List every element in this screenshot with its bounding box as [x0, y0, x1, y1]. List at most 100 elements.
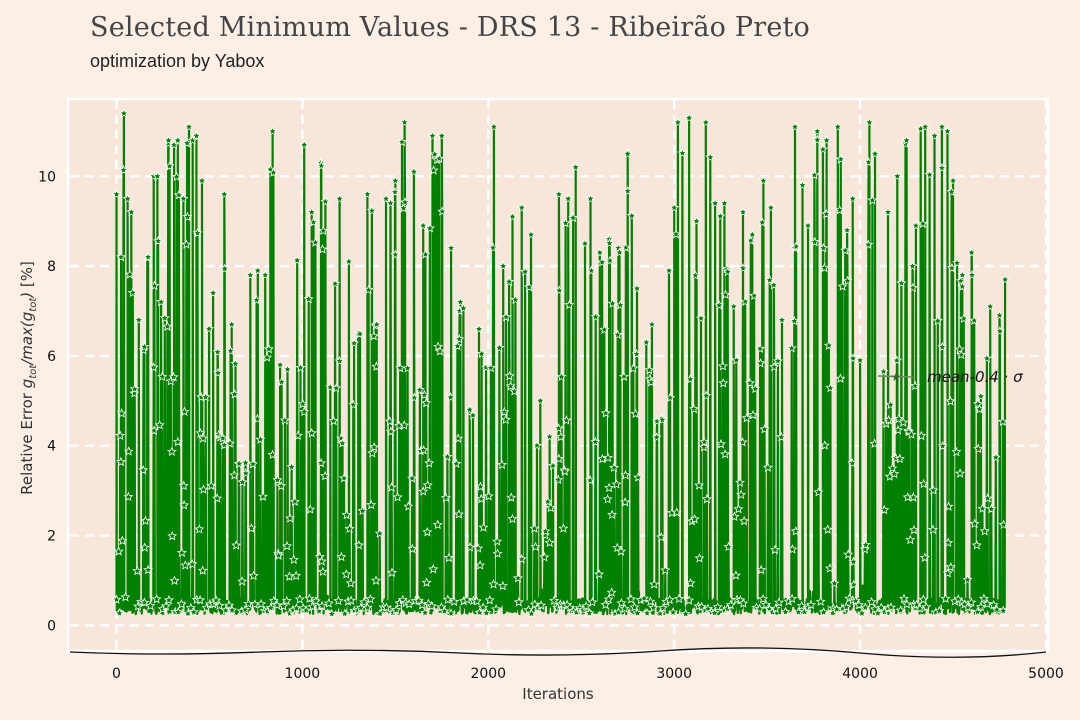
data-point [306, 427, 317, 438]
data-point [428, 165, 439, 175]
data-point [413, 595, 424, 606]
data-point [333, 595, 344, 606]
data-point [790, 526, 801, 536]
data-point [558, 523, 569, 533]
data-point [476, 348, 487, 359]
data-point [197, 175, 207, 186]
data-point [936, 162, 947, 173]
data-point [290, 496, 300, 506]
series-layer [111, 108, 1011, 619]
legend-label: mean-0.4 · σ [927, 368, 1023, 386]
data-point [237, 576, 248, 586]
data-point [418, 486, 429, 496]
data-point [738, 598, 749, 608]
data-point [982, 598, 993, 609]
y-tick-label: 0 [47, 618, 56, 634]
data-point [492, 536, 503, 546]
data-point [966, 247, 977, 257]
data-point [684, 112, 695, 123]
data-point [488, 579, 499, 589]
data-point [417, 599, 428, 610]
data-point [602, 494, 613, 504]
legend: ★ mean-0.4 · σ [877, 368, 1023, 386]
data-point [211, 595, 222, 605]
data-point [594, 569, 605, 579]
data-point [362, 602, 373, 612]
data-point [957, 269, 968, 280]
data-point [937, 341, 948, 352]
data-point [505, 381, 516, 391]
data-point [371, 575, 381, 585]
data-point [656, 532, 667, 542]
data-point [344, 523, 355, 534]
data-point [646, 319, 657, 329]
data-point [896, 277, 907, 288]
data-point [114, 607, 125, 618]
data-point [455, 296, 466, 307]
data-point [879, 504, 890, 515]
data-point [292, 430, 303, 440]
data-point [945, 395, 956, 406]
data-point [936, 121, 947, 132]
data-point [921, 601, 932, 612]
data-point [981, 353, 992, 363]
data-point [386, 482, 397, 492]
data-point [301, 605, 312, 615]
data-point [658, 602, 668, 613]
data-point [418, 444, 429, 455]
data-point [404, 598, 415, 609]
data-point [452, 340, 463, 351]
data-point [162, 321, 173, 331]
data-point [124, 269, 135, 279]
data-point [973, 398, 983, 409]
data-point [163, 594, 174, 605]
data-point [943, 537, 954, 548]
data-point [409, 392, 420, 402]
data-point [829, 578, 840, 588]
data-point [420, 607, 431, 618]
data-point [299, 139, 310, 150]
data-point [156, 296, 167, 307]
data-point [560, 217, 571, 228]
data-point [738, 263, 748, 273]
data-point [815, 596, 826, 606]
data-point [115, 430, 126, 440]
data-point [282, 540, 293, 551]
data-point [294, 594, 305, 604]
data-point [529, 523, 540, 533]
data-point [165, 376, 176, 386]
data-point [878, 366, 889, 376]
data-point [561, 415, 572, 425]
x-tick-label: 2000 [470, 666, 506, 682]
data-point [390, 186, 400, 197]
data-point [867, 195, 878, 205]
data-point [391, 604, 402, 615]
data-point [848, 353, 858, 363]
data-point [501, 311, 512, 322]
data-point [722, 266, 733, 277]
data-point [398, 202, 409, 213]
data-point [715, 211, 726, 221]
data-point [325, 382, 336, 392]
data-point [789, 315, 800, 326]
data-point [481, 607, 492, 618]
data-point [818, 242, 829, 253]
data-point [498, 260, 509, 271]
data-point [649, 579, 660, 589]
data-point [213, 367, 223, 378]
data-point [326, 608, 337, 619]
data-point [268, 167, 279, 177]
data-point [471, 596, 482, 606]
data-point [314, 605, 325, 616]
data-point [399, 117, 410, 127]
data-point [716, 438, 726, 449]
data-point [889, 468, 900, 479]
data-point [729, 511, 740, 521]
data-point [464, 404, 475, 415]
data-point [385, 197, 396, 208]
data-point [668, 607, 679, 617]
data-point [847, 458, 858, 468]
data-point [709, 607, 720, 618]
data-point [994, 310, 1005, 320]
